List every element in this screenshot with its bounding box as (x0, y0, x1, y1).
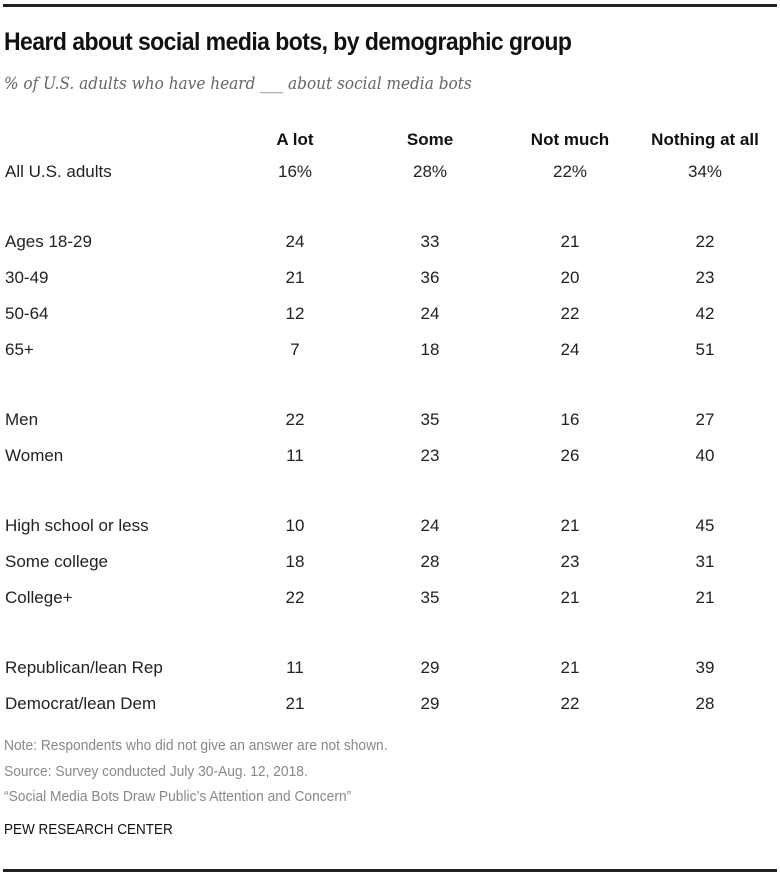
table-cell: 18 (285, 552, 305, 571)
table-cell: 34% (687, 162, 723, 181)
table-cell: 23 (560, 552, 580, 571)
table-cell: 39 (695, 658, 715, 677)
bottom-rule (3, 869, 777, 872)
table-cell: 20 (560, 268, 580, 287)
column-header: A lot (276, 130, 314, 149)
table-cell: 21 (560, 232, 580, 251)
chart-title: Heard about social media bots, by demogr… (4, 28, 572, 56)
table-cell: 26 (560, 446, 580, 465)
table-cell: 22 (560, 694, 580, 713)
table-cell: 40 (695, 446, 715, 465)
row-label: 30-49 (5, 268, 49, 287)
row-label: Women (5, 446, 64, 465)
table-cell: 12 (285, 304, 305, 323)
table-cell: 21 (560, 588, 580, 607)
row-label: College+ (5, 588, 73, 607)
table-cell: 23 (695, 268, 715, 287)
row-label: Republican/lean Rep (5, 658, 163, 677)
table-cell: 29 (420, 658, 440, 677)
table-cell: 23 (420, 446, 440, 465)
table-cell: 29 (420, 694, 440, 713)
credit-text: PEW RESEARCH CENTER (4, 821, 173, 838)
row-label: 50-64 (5, 304, 49, 323)
table-cell: 18 (420, 340, 440, 359)
table-cell: 24 (420, 304, 440, 323)
top-rule (3, 4, 777, 7)
table-cell: 35 (420, 588, 440, 607)
table-cell: 22 (695, 232, 715, 251)
table-cell: 21 (285, 694, 305, 713)
row-label: 65+ (5, 340, 34, 359)
table-cell: 31 (695, 552, 715, 571)
table-cell: 24 (560, 340, 580, 359)
table-cell: 22 (285, 410, 305, 429)
column-header: Nothing at all (651, 130, 759, 149)
table-cell: 28 (695, 694, 715, 713)
table-cell: 7 (290, 340, 300, 359)
row-label: Some college (5, 552, 109, 571)
table-cell: 16 (560, 410, 580, 429)
column-header: Some (406, 130, 454, 149)
row-label: Democrat/lean Dem (5, 694, 157, 713)
table-cell: 24 (420, 516, 440, 535)
table-cell: 35 (420, 410, 440, 429)
table-cell: 22% (552, 162, 588, 181)
table-cell: 33 (420, 232, 440, 251)
table-cell: 28% (412, 162, 448, 181)
table-cell: 10 (285, 516, 305, 535)
table-cell: 21 (285, 268, 305, 287)
table-cell: 36 (420, 268, 440, 287)
table-cell: 24 (285, 232, 305, 251)
row-label: Ages 18-29 (5, 232, 92, 251)
row-label: All U.S. adults (5, 162, 112, 181)
table-cell: 22 (560, 304, 580, 323)
table-cell: 16% (277, 162, 313, 181)
row-label: High school or less (5, 516, 149, 535)
table-cell: 45 (695, 516, 715, 535)
table-cell: 27 (695, 410, 715, 429)
chart-subtitle: % of U.S. adults who have heard ___ abou… (4, 74, 472, 94)
table-cell: 51 (695, 340, 715, 359)
table-cell: 42 (695, 304, 715, 323)
table-cell: 11 (286, 446, 304, 465)
column-header: Not much (530, 130, 610, 149)
report-title: “Social Media Bots Draw Public’s Attenti… (4, 788, 352, 805)
table-cell: 22 (285, 588, 305, 607)
table-cell: 28 (420, 552, 440, 571)
row-label: Men (5, 410, 39, 429)
source-text: Source: Survey conducted July 30-Aug. 12… (4, 763, 308, 780)
note-text: Note: Respondents who did not give an an… (4, 737, 388, 754)
table-cell: 21 (560, 516, 580, 535)
table-cell: 11 (286, 658, 304, 677)
table-cell: 21 (695, 588, 715, 607)
table-cell: 21 (560, 658, 580, 677)
